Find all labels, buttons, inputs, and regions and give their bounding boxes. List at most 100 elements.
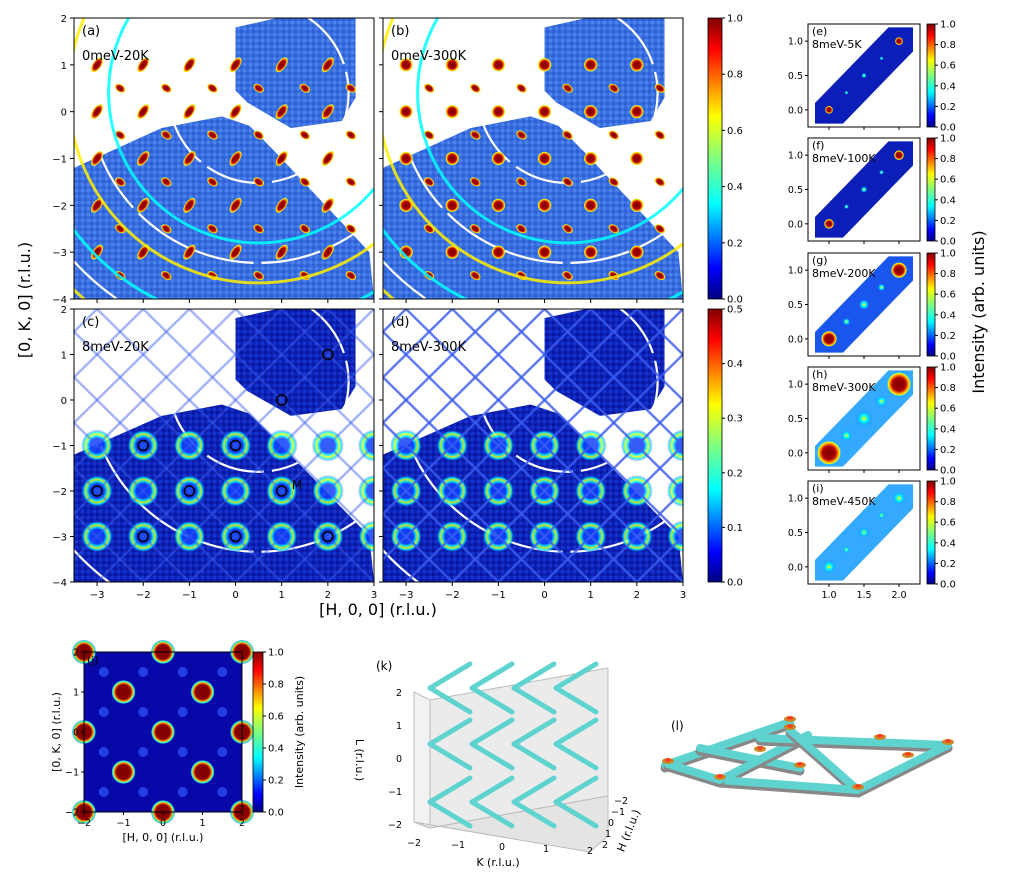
x-tick-label: 2: [325, 590, 331, 601]
magnetic-ring: [219, 475, 252, 507]
bragg-spot: [629, 104, 644, 119]
circled-point: [275, 394, 288, 406]
surface-bump: [787, 716, 793, 720]
x-tick-label: −1: [182, 590, 197, 601]
bragg-spot: [583, 104, 598, 119]
colorbar-tick-label: 1.0: [940, 477, 956, 488]
magnetic-ring: [265, 429, 298, 462]
grid-ridge: [74, 309, 191, 425]
x-tick-label: −1: [116, 818, 130, 829]
y-tick-label: 0.5: [788, 71, 803, 82]
bragg-spot: [445, 151, 460, 166]
bragg-spot: [321, 244, 335, 260]
x-tick-label: 2: [239, 818, 245, 829]
bragg-spot: [229, 150, 242, 167]
tube-segment: [511, 741, 557, 771]
bragg-spot: [275, 244, 289, 260]
y-tick-label: 0: [61, 396, 67, 407]
powder-ring: [167, 309, 350, 473]
bragg-spot: [253, 83, 265, 94]
spot: [860, 186, 868, 193]
y-tick-label: 2: [61, 305, 67, 316]
grid-ridge: [74, 420, 237, 582]
x-tick-label: 2: [634, 590, 640, 601]
side-colorbar: 0.0 0.2 0.4 0.6 0.8 1.0: [926, 363, 956, 477]
colorbar-tick-label: 0.6: [268, 712, 284, 723]
magnetic-ring: [127, 520, 160, 553]
grid-ridge: [234, 443, 374, 582]
j-colorbar: 0.0 0.2 0.4 0.6 0.8 1.0: [252, 648, 284, 819]
main-panel-0: (a) 0meV-20K 2 1 0 −1 −2 −3 −4: [52, 14, 375, 306]
bragg-spot: [345, 223, 357, 234]
bragg-spot: [136, 150, 150, 167]
weak-peak: [217, 667, 228, 677]
panel-label: (b): [391, 24, 409, 39]
y-tick-label: 0.0: [788, 334, 803, 345]
bragg-spot: [275, 150, 289, 167]
weak-peak: [138, 707, 149, 717]
y-tick-label: −2: [614, 796, 628, 807]
surface-tube: [854, 741, 952, 794]
x-tick-label: −3: [90, 590, 105, 601]
x-tick-label: 1: [588, 590, 594, 601]
bragg-spot: [399, 57, 414, 72]
bragg-spot: [399, 104, 414, 119]
bragg-spot: [183, 57, 196, 73]
bragg-spot: [160, 83, 172, 94]
y-tick-label: 0.5: [788, 300, 803, 311]
colorbar-tick-label: 0.6: [727, 126, 743, 137]
x-tick-label: 1: [199, 818, 205, 829]
magnetic-ring: [667, 429, 683, 462]
bragg-spot: [469, 177, 481, 187]
y-tick-label: 1: [61, 61, 67, 72]
tube-segment: [553, 717, 599, 747]
m-point-label: M: [292, 478, 302, 492]
lattice-layer: [427, 775, 599, 829]
coverage-upper: [544, 309, 665, 416]
colorbar-tick-label: 0.8: [940, 269, 956, 280]
bragg-spot: [253, 270, 265, 281]
y-tick-label: 1.0: [788, 380, 803, 391]
bragg-spot: [253, 130, 265, 140]
x-tick-label: 1.0: [821, 590, 836, 601]
bragg-spot: [114, 177, 126, 187]
spot: [877, 283, 886, 292]
panel-label: (e): [812, 25, 827, 38]
spot: [892, 491, 906, 506]
surface-bump: [665, 758, 671, 762]
spot: [843, 546, 850, 554]
magnetic-ring: [358, 475, 374, 507]
tube-segment: [427, 685, 473, 715]
bragg-spot: [469, 130, 481, 140]
bragg-spot: [321, 197, 335, 214]
grid-ridge: [280, 489, 374, 582]
lattice-layer: [427, 717, 599, 771]
spot: [817, 440, 841, 465]
bragg-spot: [654, 270, 666, 281]
bragg-spot: [516, 223, 527, 234]
tube-segment: [511, 661, 557, 691]
circled-point: [322, 530, 334, 543]
magnetic-ring: [311, 520, 344, 553]
x-tick-label: 3: [371, 590, 377, 601]
colorbar-bottom: 0.0 0.1 0.2 0.3 0.4 0.5: [707, 305, 743, 589]
bragg-spot: [608, 83, 620, 94]
surface-tube: [696, 744, 804, 772]
colorbar-gradient: [926, 252, 936, 357]
bragg-spot: [445, 198, 460, 213]
bragg-spot: [583, 198, 598, 213]
colorbar-tick-label: 0.8: [940, 154, 956, 165]
bragg-spot: [423, 177, 435, 187]
colorbar-tick-label: 0.2: [940, 216, 956, 227]
bragg-spot: [537, 57, 552, 72]
bragg-spot: [275, 103, 289, 120]
spot: [822, 559, 836, 574]
colorbar-tick-label: 0.0: [940, 466, 956, 477]
y-tick-label: −2: [65, 808, 79, 819]
x-tick-label: 0: [541, 590, 547, 601]
surface-tube: [716, 776, 862, 794]
circled-point: [91, 485, 103, 497]
bragg-spot: [345, 177, 357, 187]
side-panel-0: (e)8meV-5K 1.0 0.5 0.0 0.0 0.2 0.4 0.6 0.8 1.0: [788, 20, 956, 134]
bragg-spot: [345, 270, 357, 281]
